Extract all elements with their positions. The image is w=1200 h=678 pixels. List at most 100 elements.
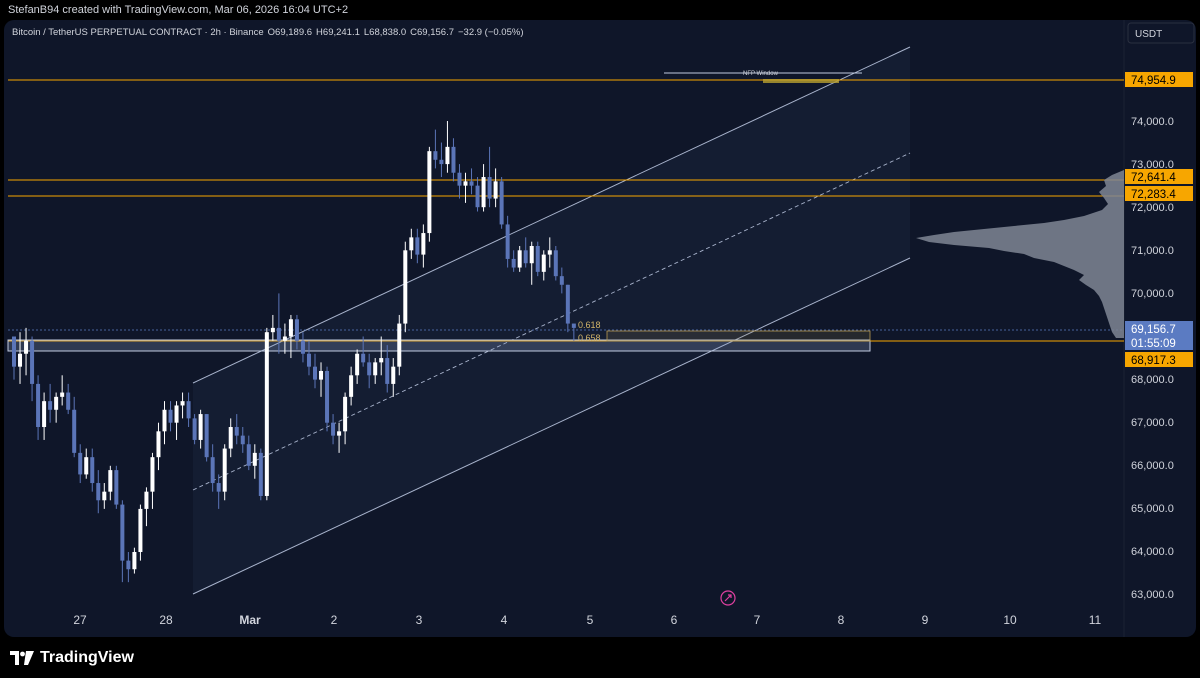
candle[interactable] <box>264 327 269 501</box>
candle[interactable] <box>541 250 546 281</box>
candle[interactable] <box>36 375 41 440</box>
candle[interactable] <box>403 241 408 333</box>
candle[interactable] <box>228 418 233 458</box>
fib-zone-box[interactable] <box>606 330 871 342</box>
candle[interactable] <box>108 465 113 501</box>
candle[interactable] <box>445 121 450 173</box>
candle[interactable] <box>246 435 251 471</box>
candle[interactable] <box>162 401 167 445</box>
candle[interactable] <box>300 332 305 363</box>
candle[interactable] <box>415 228 420 264</box>
candle[interactable] <box>72 396 77 458</box>
candle[interactable] <box>565 284 570 333</box>
candle[interactable] <box>294 314 299 350</box>
candle[interactable] <box>475 177 480 212</box>
candle[interactable] <box>319 362 324 397</box>
currency-label[interactable]: USDT <box>1135 29 1162 40</box>
candle[interactable] <box>487 146 492 208</box>
candle[interactable] <box>409 228 414 259</box>
channel-mid-line[interactable] <box>192 152 911 491</box>
candle[interactable] <box>325 366 330 432</box>
nfp-window-bar[interactable] <box>763 79 839 83</box>
candle[interactable] <box>288 314 293 359</box>
candle[interactable] <box>385 345 390 393</box>
candle[interactable] <box>24 327 29 376</box>
candle[interactable] <box>379 336 384 376</box>
candle[interactable] <box>493 168 498 208</box>
candle[interactable] <box>337 422 342 453</box>
candle[interactable] <box>481 164 486 212</box>
candle[interactable] <box>144 487 149 527</box>
candle[interactable] <box>252 444 257 479</box>
candle[interactable] <box>12 336 16 380</box>
candle[interactable] <box>42 392 47 440</box>
candle[interactable] <box>529 241 534 285</box>
candle[interactable] <box>499 177 504 229</box>
candle[interactable] <box>126 552 131 583</box>
time-axis[interactable]: 27 28 Mar 2 3 4 5 6 7 8 9 10 11 <box>73 613 1101 627</box>
candle[interactable] <box>48 383 53 423</box>
candle[interactable] <box>439 142 444 178</box>
candle[interactable] <box>114 465 119 509</box>
candle[interactable] <box>421 224 426 268</box>
channel-lower-line[interactable] <box>192 257 911 595</box>
chart-panel[interactable]: Bitcoin / TetherUS PERPETUAL CONTRACT · … <box>4 20 1196 637</box>
candle[interactable] <box>270 314 275 341</box>
candle[interactable] <box>156 422 161 471</box>
channel-upper-line[interactable] <box>192 46 911 384</box>
candle[interactable] <box>451 138 456 182</box>
candle[interactable] <box>505 215 510 268</box>
candle[interactable] <box>433 129 438 169</box>
candle[interactable] <box>90 448 95 492</box>
candle[interactable] <box>60 375 65 406</box>
candle[interactable] <box>361 336 366 367</box>
candle[interactable] <box>349 366 354 406</box>
candle[interactable] <box>186 392 191 428</box>
candle[interactable] <box>192 414 197 445</box>
candle[interactable] <box>343 392 348 445</box>
candle[interactable] <box>168 401 173 432</box>
candle[interactable] <box>210 444 215 492</box>
candle[interactable] <box>282 323 287 354</box>
candle[interactable] <box>30 336 35 402</box>
candle[interactable] <box>276 293 281 354</box>
candle[interactable] <box>234 414 239 445</box>
candle[interactable] <box>138 504 143 561</box>
candle[interactable] <box>463 172 468 203</box>
candle[interactable] <box>367 353 372 389</box>
candle[interactable] <box>397 314 402 376</box>
candle[interactable] <box>120 500 125 583</box>
candle[interactable] <box>54 392 59 423</box>
candle[interactable] <box>313 353 317 389</box>
event-marker-icon[interactable] <box>720 590 736 606</box>
candle[interactable] <box>216 474 221 509</box>
candle[interactable] <box>222 444 227 501</box>
candle[interactable] <box>427 146 432 242</box>
candle[interactable] <box>355 349 360 384</box>
candle[interactable] <box>553 245 558 281</box>
candle[interactable] <box>198 409 203 449</box>
candles-group[interactable] <box>12 121 576 583</box>
support-zone-box[interactable] <box>7 339 871 352</box>
candle[interactable] <box>84 448 89 479</box>
candle[interactable] <box>391 358 396 397</box>
candle[interactable] <box>559 267 564 294</box>
candle[interactable] <box>571 323 576 341</box>
candle[interactable] <box>204 414 209 462</box>
candle[interactable] <box>547 237 552 268</box>
currency-box[interactable] <box>1127 22 1195 44</box>
candle[interactable] <box>535 241 540 277</box>
candle[interactable] <box>306 340 311 376</box>
price-axis[interactable]: 74,000.0 73,000.0 72,000.0 71,000.0 70,000.0… <box>1131 116 1174 601</box>
candle[interactable] <box>96 470 101 514</box>
candle[interactable] <box>523 237 528 268</box>
candle[interactable] <box>240 427 245 453</box>
candle[interactable] <box>517 245 522 272</box>
candle[interactable] <box>457 164 462 199</box>
candle[interactable] <box>132 547 137 574</box>
candle[interactable] <box>66 383 71 415</box>
candle[interactable] <box>180 392 185 419</box>
candle[interactable] <box>78 444 83 484</box>
candle[interactable] <box>258 448 263 501</box>
candle[interactable] <box>331 414 336 445</box>
